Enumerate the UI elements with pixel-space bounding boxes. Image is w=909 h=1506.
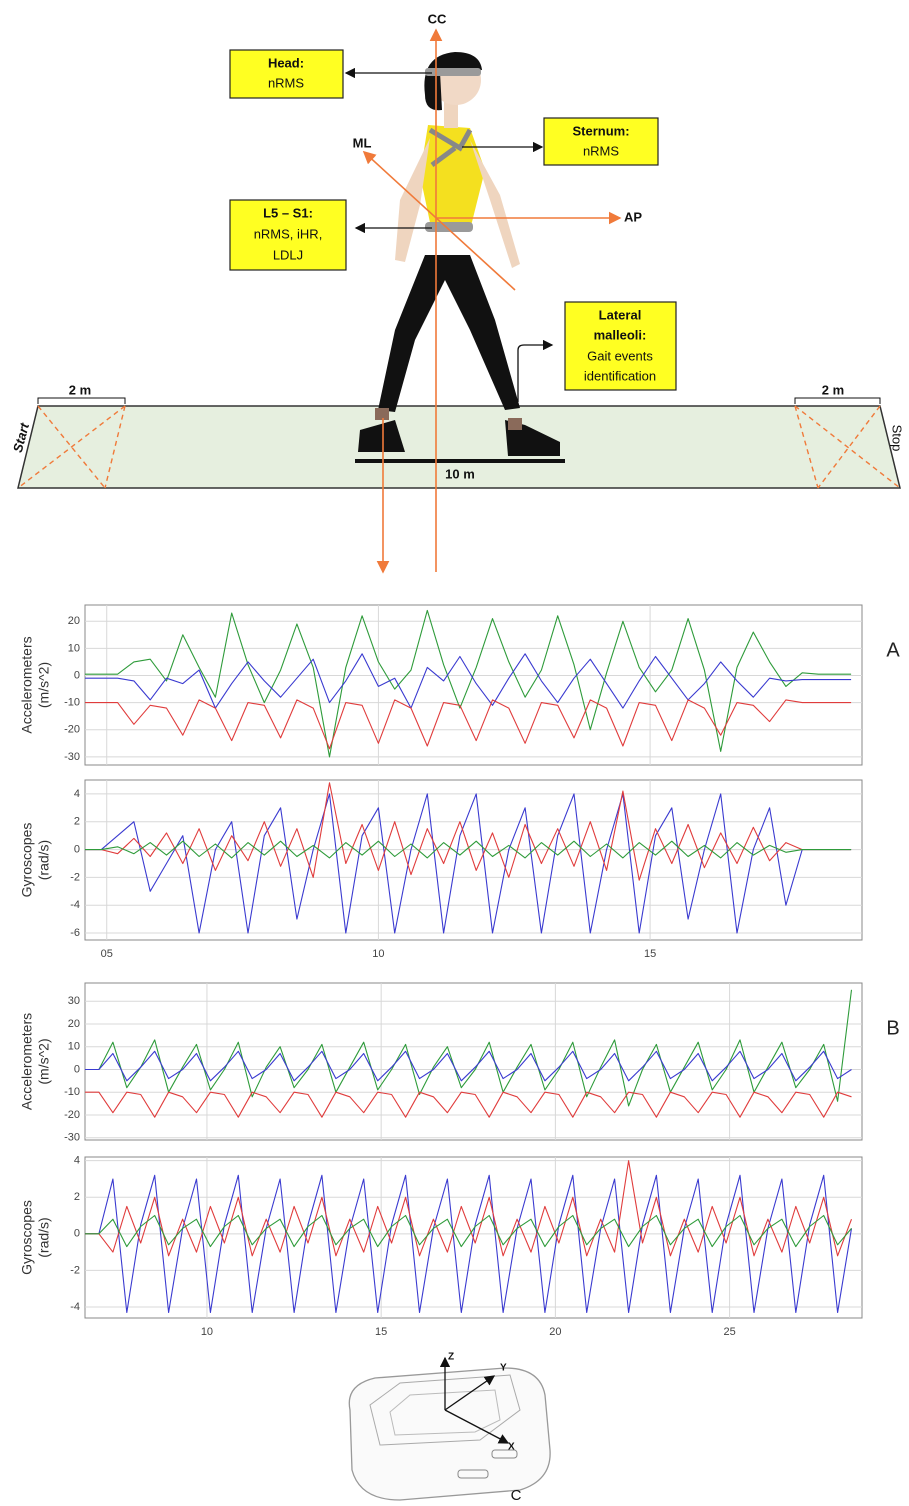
x-tick-label: 25 xyxy=(723,1326,735,1338)
y-tick-label: -30 xyxy=(64,1132,80,1144)
y-tick-label: -4 xyxy=(70,1301,80,1313)
box-title: Head: xyxy=(268,55,304,70)
zone-brackets xyxy=(37,397,881,404)
y-axis-label: (m/s^2) xyxy=(36,1038,52,1084)
panel-label: A xyxy=(886,639,900,661)
signal-line xyxy=(85,1091,852,1118)
walk-diagram: 2 m 2 m 10 m Start Stop CC ML AP Head: n… xyxy=(10,11,905,574)
x-tick-label: 10 xyxy=(201,1326,213,1338)
y-tick-label: -4 xyxy=(70,899,80,911)
box-title: malleoli: xyxy=(594,327,647,342)
length-label: 10 m xyxy=(445,466,475,481)
x-tick-label: 20 xyxy=(549,1326,561,1338)
y-axis-label: Accelerometers xyxy=(19,636,35,733)
x-tick-label: 15 xyxy=(644,948,656,960)
ml-axis xyxy=(362,150,516,291)
x-tick-label: 10 xyxy=(372,948,384,960)
x-tick-label: 15 xyxy=(375,1326,387,1338)
y-tick-label: 0 xyxy=(74,1228,80,1240)
l5-box xyxy=(229,199,347,271)
box-title: Sternum: xyxy=(572,123,629,138)
plot-frame xyxy=(84,982,863,1141)
cc-label: CC xyxy=(428,11,447,26)
y-axis-label: Accelerometers xyxy=(19,1013,35,1110)
ml-label: ML xyxy=(353,135,372,150)
turn-zones xyxy=(17,405,901,489)
signal-line xyxy=(85,609,852,758)
malleoli-box xyxy=(564,301,677,391)
signal-line xyxy=(85,1160,853,1257)
y-tick-label: 20 xyxy=(68,615,80,627)
y-tick-label: -10 xyxy=(64,1086,80,1098)
y-tick-label: -20 xyxy=(64,724,80,736)
x-tick-label: 05 xyxy=(101,948,113,960)
y-tick-label: 2 xyxy=(74,1191,80,1203)
y-tick-label: -2 xyxy=(70,1264,80,1276)
y-tick-label: 2 xyxy=(74,816,80,828)
walker xyxy=(358,52,560,456)
y-tick-label: 0 xyxy=(74,843,80,855)
stop-label: Stop xyxy=(890,425,905,452)
y-tick-label: 30 xyxy=(68,995,80,1007)
panel-label: B xyxy=(886,1017,899,1039)
signal-line xyxy=(85,989,853,1107)
y-tick-label: 4 xyxy=(74,788,80,800)
signal-line xyxy=(85,840,852,859)
y-tick-label: 4 xyxy=(74,1155,80,1167)
plot-frame xyxy=(84,604,863,766)
y-tick-label: -20 xyxy=(64,1109,80,1121)
y-tick-label: 0 xyxy=(74,669,80,681)
box-text: LDLJ xyxy=(273,247,303,262)
malleoli-arrow xyxy=(517,339,554,402)
y-axis-label: Gyroscopes xyxy=(19,1200,35,1275)
box-text: nRMS, iHR, xyxy=(254,226,323,241)
signal-line xyxy=(85,1174,853,1314)
box-text: Gait events xyxy=(587,348,653,363)
box-title: Lateral xyxy=(599,307,642,322)
box-text: identification xyxy=(584,368,656,383)
signal-line xyxy=(85,1050,852,1082)
y-tick-label: 10 xyxy=(68,642,80,654)
box-text: nRMS xyxy=(268,75,304,90)
floor-line xyxy=(355,459,565,463)
y-tick-label: -6 xyxy=(70,927,80,939)
y-axis-label: (rad/s) xyxy=(36,1217,52,1257)
box-text: nRMS xyxy=(583,143,619,158)
zone-right-label: 2 m xyxy=(822,382,844,397)
y-tick-label: -10 xyxy=(64,697,80,709)
signal-line xyxy=(85,1214,852,1248)
plot-frame xyxy=(84,779,863,941)
sternum-box xyxy=(543,117,659,166)
ap-label: AP xyxy=(624,209,642,224)
device-sketch: Z Y X C xyxy=(348,1352,551,1504)
y-tick-label: -30 xyxy=(64,751,80,763)
panel-label: C xyxy=(511,1487,522,1504)
y-tick-label: -2 xyxy=(70,871,80,883)
signal-line xyxy=(85,782,852,881)
y-tick-label: 20 xyxy=(68,1018,80,1030)
walkway xyxy=(17,405,901,489)
y-label: Y xyxy=(500,1363,507,1374)
y-axis-label: (m/s^2) xyxy=(36,662,52,708)
y-tick-label: 0 xyxy=(74,1063,80,1075)
signal-line xyxy=(85,699,852,750)
box-title: L5 – S1: xyxy=(263,205,313,220)
y-axis-label: Gyroscopes xyxy=(19,823,35,898)
head-box xyxy=(229,49,344,99)
x-label: X xyxy=(508,1442,515,1453)
y-axis-label: (rad/s) xyxy=(36,840,52,880)
signal-line xyxy=(85,653,852,709)
zone-left-label: 2 m xyxy=(69,382,91,397)
y-tick-label: 10 xyxy=(68,1041,80,1053)
z-label: Z xyxy=(448,1352,454,1363)
